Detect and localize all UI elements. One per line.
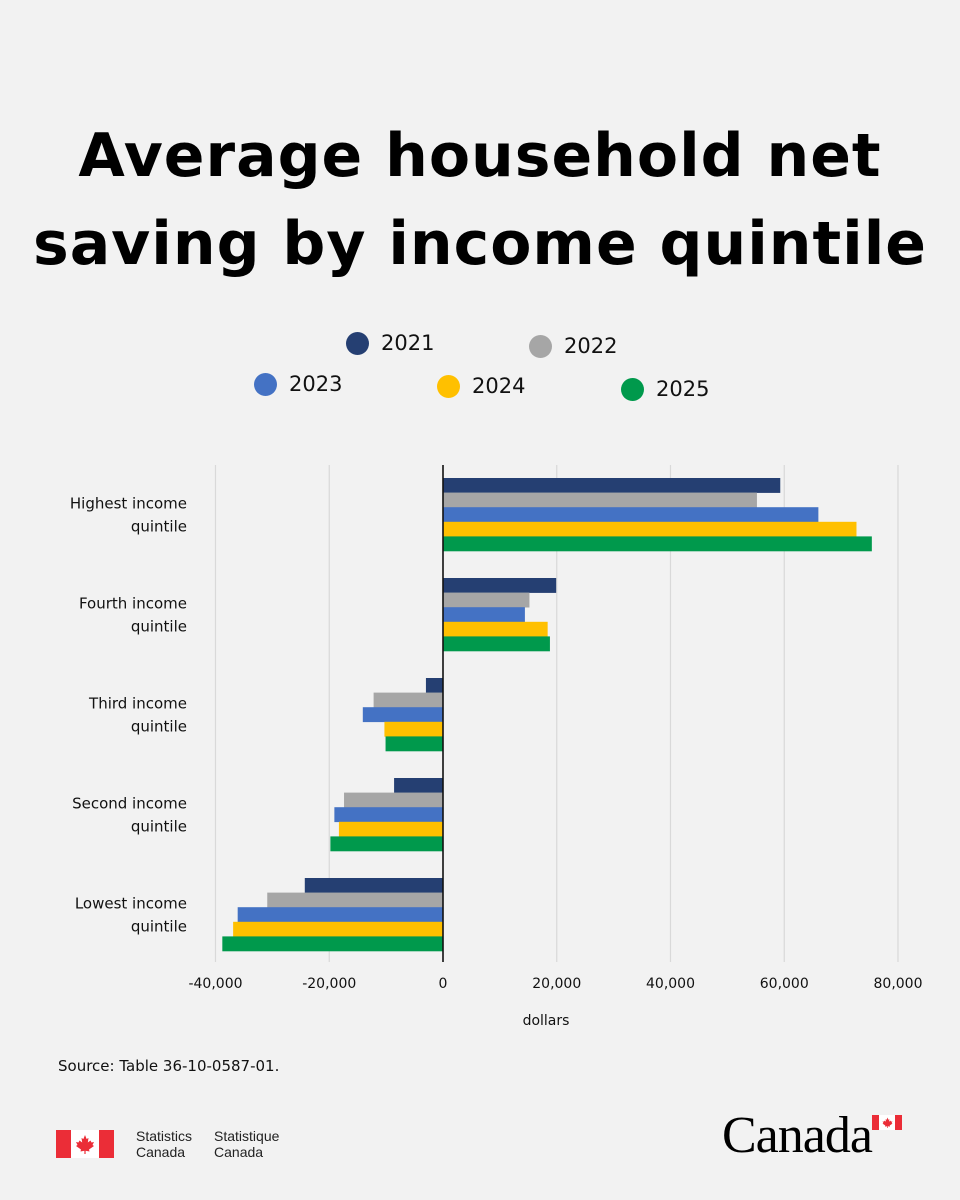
chart-title: Average household net saving by income q… [0, 112, 960, 288]
bar-chart: Highest income quintile Fourth income quint… [70, 465, 923, 1029]
bar [362, 707, 443, 723]
x-axis-label: dollars [523, 1013, 570, 1029]
category-label: quintile [131, 818, 187, 836]
legend-swatch-2025 [621, 377, 644, 401]
legend-item-2023: 2023 [254, 372, 342, 396]
category-label: Fourth income [79, 595, 187, 613]
category-label: Second income [72, 795, 187, 813]
x-tick-label: -40,000 [188, 976, 242, 992]
bar [267, 892, 443, 908]
x-tick-label: 40,000 [646, 976, 695, 992]
bar [222, 936, 443, 952]
legend-label-2021: 2021 [381, 331, 435, 355]
legend-swatch-2021 [346, 331, 369, 355]
bar [304, 878, 443, 893]
chart-title-line-2: saving by income quintile [32, 209, 927, 279]
category-labels: Highest income quintile Fourth income quint… [70, 495, 187, 936]
legend-label-2023: 2023 [289, 372, 343, 396]
source-note: Source: Table 36-10-0587-01. [58, 1057, 280, 1075]
legend-swatch-2022 [529, 334, 552, 358]
category-label: quintile [131, 618, 187, 636]
signature-english-line-1: Statistics [136, 1128, 193, 1144]
bar [443, 578, 557, 593]
bar [385, 736, 443, 752]
category-label: Third income [88, 695, 187, 713]
wordmark-flag-icon [872, 1115, 902, 1130]
legend-label-2025: 2025 [656, 377, 710, 401]
bar [443, 521, 857, 537]
bar [237, 907, 443, 923]
bar [443, 507, 819, 523]
canada-flag-icon [56, 1130, 114, 1158]
bars [222, 478, 872, 952]
x-tick-labels: -40,000 -20,000 0 20,000 40,000 60,000 80,000 [188, 976, 922, 992]
x-tick-label: -20,000 [302, 976, 356, 992]
legend-swatch-2024 [437, 374, 460, 398]
x-tick-label: 80,000 [874, 976, 923, 992]
bar [330, 836, 443, 852]
signature-english: Statistics Canada [136, 1128, 192, 1160]
bar [394, 778, 443, 793]
bar [443, 536, 872, 552]
bar [443, 478, 781, 493]
canada-wordmark: Canada [722, 1107, 873, 1164]
legend-item-2024: 2024 [437, 374, 525, 398]
bar [443, 636, 550, 652]
legend-label-2022: 2022 [564, 334, 618, 358]
bar [443, 607, 525, 623]
bar [443, 492, 757, 508]
bar [425, 678, 443, 693]
legend-item-2022: 2022 [529, 334, 617, 358]
bar [443, 592, 530, 608]
signature-french-line-2: Canada [214, 1144, 264, 1160]
chart-title-line-1: Average household net [78, 121, 882, 191]
legend-item-2025: 2025 [621, 377, 709, 401]
category-label: Highest income [70, 495, 187, 513]
bar [384, 721, 443, 737]
bar [373, 692, 443, 708]
x-tick-label: 60,000 [760, 976, 809, 992]
legend-item-2021: 2021 [346, 331, 434, 355]
bar [334, 807, 443, 823]
category-label: quintile [131, 518, 187, 536]
signature-french: Statistique Canada [214, 1128, 279, 1160]
signature-french-line-1: Statistique [214, 1128, 280, 1144]
legend-swatch-2023 [254, 372, 277, 396]
signature-english-line-2: Canada [136, 1144, 186, 1160]
bar [344, 792, 443, 808]
category-label: quintile [131, 718, 187, 736]
category-label: Lowest income [75, 895, 187, 913]
legend-label-2024: 2024 [472, 374, 526, 398]
x-tick-label: 20,000 [532, 976, 581, 992]
bar [338, 821, 443, 837]
bar [233, 921, 443, 937]
bar [443, 621, 548, 637]
x-tick-label: 0 [439, 976, 448, 992]
statcan-signature: Statistics Canada Statistique Canada [56, 1128, 279, 1160]
category-label: quintile [131, 918, 187, 936]
